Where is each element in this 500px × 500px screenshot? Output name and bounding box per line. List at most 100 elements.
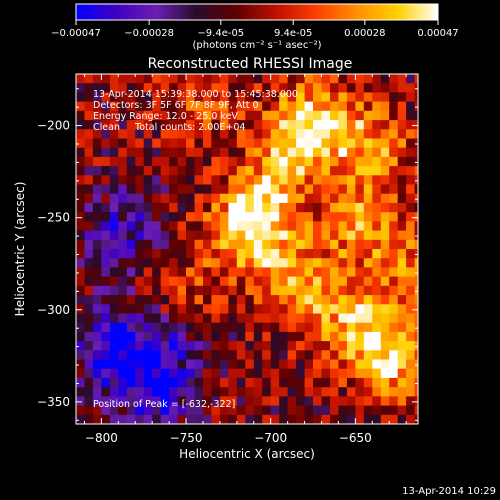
heatmap-cell	[194, 249, 204, 259]
heatmap-cell	[313, 74, 323, 84]
heatmap-cell	[287, 341, 297, 351]
heatmap-cell	[135, 166, 145, 176]
heatmap-cell	[118, 166, 128, 176]
heatmap-cell	[346, 92, 356, 103]
heatmap-cell	[287, 156, 297, 167]
heatmap-cell	[262, 377, 272, 388]
heatmap-cell	[389, 414, 399, 424]
heatmap-cell	[186, 166, 196, 176]
heatmap-cell	[126, 202, 136, 213]
heatmap-cell	[296, 156, 306, 167]
heatmap-cell	[76, 267, 86, 278]
heatmap-cell	[236, 239, 246, 250]
heatmap-cell	[330, 166, 340, 176]
heatmap-cell	[287, 202, 297, 213]
heatmap-cell	[372, 101, 382, 112]
heatmap-cell	[135, 377, 145, 388]
heatmap-cell	[245, 184, 255, 195]
heatmap-cell	[245, 341, 255, 351]
heatmap-cell	[160, 295, 170, 305]
heatmap-cell	[253, 405, 263, 416]
heatmap-cell	[228, 405, 238, 416]
heatmap-cell	[245, 331, 255, 342]
heatmap-cell	[406, 239, 416, 250]
heatmap-cell	[304, 230, 314, 241]
heatmap-cell	[126, 359, 136, 370]
heatmap-cell	[423, 286, 432, 296]
heatmap-cell	[253, 101, 263, 112]
heatmap-cell	[253, 221, 263, 232]
heatmap-cell	[287, 193, 297, 204]
heatmap-cell	[270, 350, 280, 361]
heatmap-cell	[423, 406, 432, 416]
colorbar-tick-label: 9.4e-05	[274, 28, 312, 39]
heatmap-cell	[169, 166, 179, 176]
heatmap-cell	[338, 101, 348, 112]
heatmap-cell	[236, 313, 246, 324]
heatmap-cell	[414, 405, 418, 416]
heatmap-cell	[397, 166, 407, 176]
heatmap-cell	[346, 322, 356, 333]
heatmap-cell	[262, 193, 272, 204]
heatmap-cell	[406, 74, 416, 84]
heatmap-cell	[76, 83, 86, 93]
observation-info: 13-Apr-2014 15:39:38.000 to 15:45:38.000…	[93, 89, 298, 133]
heatmap-cell	[92, 129, 102, 140]
heatmap-cell	[211, 377, 221, 388]
heatmap-cell	[219, 83, 229, 93]
heatmap-cell	[279, 92, 289, 103]
heatmap-cell	[270, 276, 280, 287]
heatmap-cell	[321, 331, 331, 342]
heatmap-cell	[304, 74, 314, 84]
heatmap-cell	[414, 175, 418, 186]
heatmap-cell	[423, 323, 432, 333]
heatmap-cell	[423, 175, 432, 185]
heatmap-cell	[203, 239, 213, 250]
heatmap-cell	[304, 221, 314, 232]
heatmap-cell	[177, 175, 187, 186]
heatmap-cell	[109, 138, 119, 149]
heatmap-cell	[109, 295, 119, 305]
heatmap-cell	[304, 120, 314, 130]
heatmap-cell	[397, 387, 407, 397]
heatmap-cell	[321, 350, 331, 361]
heatmap-cell	[338, 377, 348, 388]
heatmap-cell	[186, 156, 196, 167]
heatmap-cell	[414, 414, 418, 424]
heatmap-cell	[380, 304, 390, 315]
y-axis-label: Heliocentric Y (arcsec)	[13, 182, 27, 317]
heatmap-cell	[109, 166, 119, 176]
heatmap-cell	[143, 74, 153, 84]
heatmap-cell	[143, 405, 153, 416]
heatmap-cell	[92, 202, 102, 213]
heatmap-cell	[380, 221, 390, 232]
heatmap-cell	[152, 202, 162, 213]
heatmap-cell	[211, 230, 221, 241]
heatmap-cell	[203, 184, 213, 195]
heatmap-cell	[118, 258, 128, 268]
heatmap-cell	[380, 184, 390, 195]
heatmap-cell	[228, 92, 238, 103]
heatmap-cell	[372, 414, 382, 424]
heatmap-cell	[287, 285, 297, 296]
heatmap-cell	[177, 276, 187, 287]
heatmap-cell	[338, 285, 348, 296]
heatmap-cell	[372, 230, 382, 241]
heatmap-cell	[186, 285, 196, 296]
heatmap-cell	[330, 212, 340, 222]
heatmap-cell	[177, 129, 187, 140]
heatmap-cell	[346, 193, 356, 204]
heatmap-cell	[355, 276, 365, 287]
heatmap-cell	[423, 424, 432, 434]
heatmap-cell	[423, 360, 432, 370]
heatmap-cell	[338, 258, 348, 268]
heatmap-cell	[143, 331, 153, 342]
heatmap-cell	[423, 148, 432, 158]
heatmap-cell	[84, 368, 94, 379]
heatmap-cell	[397, 184, 407, 195]
heatmap-cell	[76, 331, 86, 342]
heatmap-cell	[219, 101, 229, 112]
heatmap-cell	[397, 267, 407, 278]
heatmap-cell	[397, 295, 407, 305]
heatmap-cell	[211, 341, 221, 351]
